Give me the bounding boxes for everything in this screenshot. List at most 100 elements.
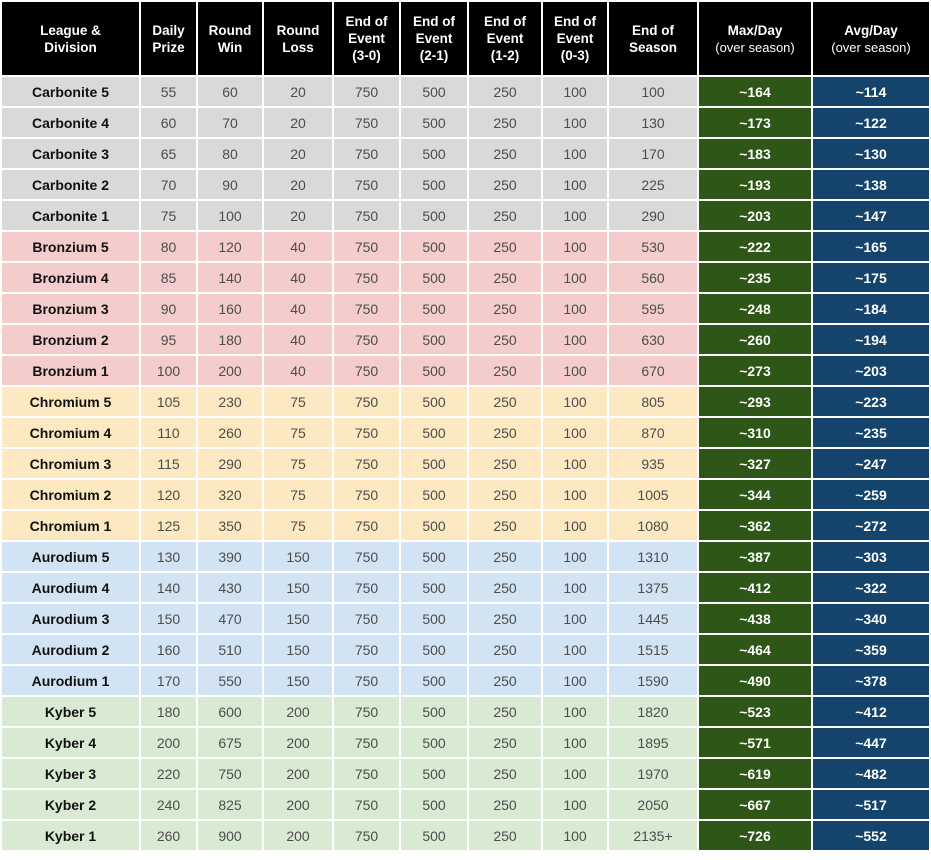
avg-per-day-cell: ~303 xyxy=(813,542,929,571)
value-cell: 500 xyxy=(401,108,467,137)
league-division-cell: Carbonite 2 xyxy=(2,170,139,199)
value-cell: 120 xyxy=(198,232,262,261)
value-cell: 260 xyxy=(198,418,262,447)
value-cell: 100 xyxy=(543,542,607,571)
table-row-carbonite-1: Carbonite 1 75 100 20 750 500 250 100 290 ~203 ~14… xyxy=(2,201,929,230)
column-header-line: Daily xyxy=(152,22,185,38)
value-cell: 100 xyxy=(543,325,607,354)
column-header-line: Max/Day xyxy=(727,22,783,38)
table-row-carbonite-5: Carbonite 5 55 60 20 750 500 250 100 100 ~164 ~114 xyxy=(2,77,929,106)
value-cell: 500 xyxy=(401,542,467,571)
avg-per-day-cell: ~552 xyxy=(813,821,929,850)
value-cell: 40 xyxy=(264,294,332,323)
value-cell: 750 xyxy=(334,604,399,633)
value-cell: 250 xyxy=(469,573,541,602)
column-header-line: Loss xyxy=(282,39,314,55)
value-cell: 250 xyxy=(469,511,541,540)
table-row-carbonite-3: Carbonite 3 65 80 20 750 500 250 100 170 ~183 ~130 xyxy=(2,139,929,168)
value-cell: 500 xyxy=(401,480,467,509)
avg-per-day-cell: ~147 xyxy=(813,201,929,230)
value-cell: 250 xyxy=(469,728,541,757)
value-cell: 140 xyxy=(198,263,262,292)
value-cell: 200 xyxy=(264,790,332,819)
league-division-cell: Bronzium 3 xyxy=(2,294,139,323)
max-per-day-cell: ~203 xyxy=(699,201,811,230)
value-cell: 750 xyxy=(334,139,399,168)
value-cell: 750 xyxy=(334,728,399,757)
value-cell: 500 xyxy=(401,697,467,726)
value-cell: 100 xyxy=(543,387,607,416)
value-cell: 75 xyxy=(264,511,332,540)
value-cell: 750 xyxy=(334,108,399,137)
value-cell: 150 xyxy=(264,666,332,695)
value-cell: 500 xyxy=(401,821,467,850)
value-cell: 120 xyxy=(141,480,196,509)
max-per-day-cell: ~235 xyxy=(699,263,811,292)
column-header-line: Event xyxy=(415,31,453,46)
max-per-day-cell: ~667 xyxy=(699,790,811,819)
value-cell: 130 xyxy=(609,108,697,137)
value-cell: 500 xyxy=(401,573,467,602)
league-division-cell: Aurodium 2 xyxy=(2,635,139,664)
value-cell: 250 xyxy=(469,480,541,509)
value-cell: 250 xyxy=(469,325,541,354)
value-cell: 595 xyxy=(609,294,697,323)
avg-per-day-cell: ~359 xyxy=(813,635,929,664)
value-cell: 90 xyxy=(198,170,262,199)
league-division-cell: Kyber 5 xyxy=(2,697,139,726)
value-cell: 100 xyxy=(543,418,607,447)
value-cell: 140 xyxy=(141,573,196,602)
value-cell: 100 xyxy=(543,604,607,633)
value-cell: 750 xyxy=(334,356,399,385)
value-cell: 935 xyxy=(609,449,697,478)
value-cell: 250 xyxy=(469,790,541,819)
value-cell: 750 xyxy=(334,821,399,850)
value-cell: 500 xyxy=(401,232,467,261)
max-per-day-cell: ~293 xyxy=(699,387,811,416)
value-cell: 250 xyxy=(469,139,541,168)
value-cell: 220 xyxy=(141,759,196,788)
column-header-max-day-over-season: Max/Day (over season) xyxy=(699,2,811,75)
avg-per-day-cell: ~412 xyxy=(813,697,929,726)
value-cell: 100 xyxy=(543,821,607,850)
value-cell: 750 xyxy=(334,418,399,447)
value-cell: 500 xyxy=(401,356,467,385)
league-division-cell: Bronzium 4 xyxy=(2,263,139,292)
value-cell: 250 xyxy=(469,759,541,788)
value-cell: 1970 xyxy=(609,759,697,788)
value-cell: 250 xyxy=(469,635,541,664)
column-header-end-of-event-1-2: End of Event (1-2) xyxy=(469,2,541,75)
value-cell: 40 xyxy=(264,232,332,261)
value-cell: 500 xyxy=(401,139,467,168)
column-header-line: League & xyxy=(40,22,101,38)
value-cell: 75 xyxy=(264,387,332,416)
value-cell: 55 xyxy=(141,77,196,106)
value-cell: 110 xyxy=(141,418,196,447)
column-header-line: Event xyxy=(556,31,594,46)
value-cell: 900 xyxy=(198,821,262,850)
value-cell: 750 xyxy=(334,449,399,478)
table-row-chromium-2: Chromium 2 120 320 75 750 500 250 100 1005 ~344 ~2… xyxy=(2,480,929,509)
value-cell: 320 xyxy=(198,480,262,509)
column-header-end-of-event-3-0: End of Event (3-0) xyxy=(334,2,399,75)
value-cell: 200 xyxy=(264,697,332,726)
value-cell: 240 xyxy=(141,790,196,819)
value-cell: 1375 xyxy=(609,573,697,602)
value-cell: 670 xyxy=(609,356,697,385)
value-cell: 750 xyxy=(334,387,399,416)
league-division-cell: Aurodium 3 xyxy=(2,604,139,633)
column-header-line: (1-2) xyxy=(490,48,520,63)
value-cell: 250 xyxy=(469,697,541,726)
value-cell: 750 xyxy=(198,759,262,788)
value-cell: 500 xyxy=(401,77,467,106)
value-cell: 40 xyxy=(264,325,332,354)
value-cell: 630 xyxy=(609,325,697,354)
value-cell: 750 xyxy=(334,511,399,540)
table-row-chromium-4: Chromium 4 110 260 75 750 500 250 100 870 ~310 ~23… xyxy=(2,418,929,447)
max-per-day-cell: ~164 xyxy=(699,77,811,106)
value-cell: 250 xyxy=(469,232,541,261)
value-cell: 750 xyxy=(334,666,399,695)
avg-per-day-cell: ~122 xyxy=(813,108,929,137)
value-cell: 40 xyxy=(264,263,332,292)
value-cell: 150 xyxy=(264,573,332,602)
